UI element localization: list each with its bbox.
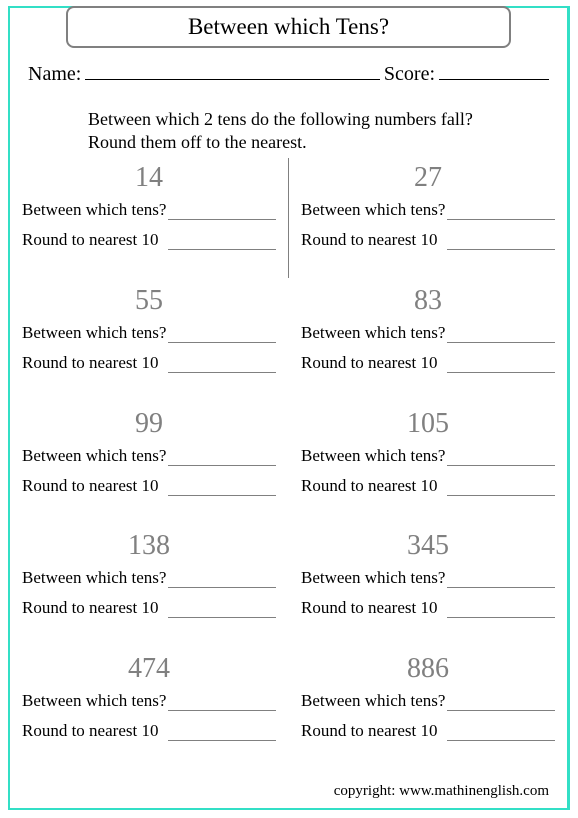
between-label: Between which tens? bbox=[22, 568, 166, 588]
between-label: Between which tens? bbox=[301, 568, 445, 588]
round-label: Round to nearest 10 bbox=[301, 230, 437, 250]
between-blank[interactable] bbox=[447, 574, 555, 588]
round-blank[interactable] bbox=[168, 236, 276, 250]
between-blank[interactable] bbox=[168, 329, 276, 343]
round-blank[interactable] bbox=[168, 482, 276, 496]
round-row: Round to nearest 10 bbox=[301, 353, 555, 373]
worksheet-title: Between which Tens? bbox=[188, 14, 389, 40]
right-column: 27 Between which tens? Round to nearest … bbox=[289, 158, 555, 772]
between-label: Between which tens? bbox=[301, 323, 445, 343]
round-blank[interactable] bbox=[447, 727, 555, 741]
problem-item: 83 Between which tens? Round to nearest … bbox=[301, 281, 555, 404]
between-blank[interactable] bbox=[447, 452, 555, 466]
problem-number: 27 bbox=[301, 162, 555, 194]
problem-number: 138 bbox=[22, 530, 276, 562]
name-label: Name: bbox=[28, 63, 81, 86]
round-row: Round to nearest 10 bbox=[22, 598, 276, 618]
problem-number: 886 bbox=[301, 653, 555, 685]
between-blank[interactable] bbox=[168, 452, 276, 466]
score-blank[interactable] bbox=[439, 62, 549, 80]
round-blank[interactable] bbox=[447, 482, 555, 496]
between-blank[interactable] bbox=[168, 574, 276, 588]
name-score-row: Name: Score: bbox=[28, 62, 549, 86]
between-blank[interactable] bbox=[447, 697, 555, 711]
between-label: Between which tens? bbox=[301, 200, 445, 220]
instructions-line-1: Between which 2 tens do the following nu… bbox=[88, 108, 537, 131]
round-blank[interactable] bbox=[447, 604, 555, 618]
round-label: Round to nearest 10 bbox=[301, 353, 437, 373]
problem-item: 474 Between which tens? Round to nearest… bbox=[22, 649, 276, 772]
worksheet-frame: Between which Tens? Name: Score: Between… bbox=[8, 6, 570, 810]
round-row: Round to nearest 10 bbox=[301, 476, 555, 496]
title-box: Between which Tens? bbox=[66, 6, 511, 48]
round-blank[interactable] bbox=[447, 359, 555, 373]
round-label: Round to nearest 10 bbox=[22, 476, 158, 496]
between-row: Between which tens? bbox=[22, 691, 276, 711]
round-blank[interactable] bbox=[168, 604, 276, 618]
between-row: Between which tens? bbox=[301, 568, 555, 588]
round-row: Round to nearest 10 bbox=[301, 598, 555, 618]
problems-grid: 14 Between which tens? Round to nearest … bbox=[22, 158, 555, 772]
problem-item: 138 Between which tens? Round to nearest… bbox=[22, 526, 276, 649]
problem-item: 99 Between which tens? Round to nearest … bbox=[22, 404, 276, 527]
round-row: Round to nearest 10 bbox=[22, 721, 276, 741]
round-label: Round to nearest 10 bbox=[22, 721, 158, 741]
round-row: Round to nearest 10 bbox=[22, 476, 276, 496]
round-label: Round to nearest 10 bbox=[301, 598, 437, 618]
between-blank[interactable] bbox=[168, 697, 276, 711]
copyright-text: copyright: www.mathinenglish.com bbox=[334, 783, 549, 800]
left-column: 14 Between which tens? Round to nearest … bbox=[22, 158, 288, 772]
between-blank[interactable] bbox=[168, 206, 276, 220]
round-row: Round to nearest 10 bbox=[301, 721, 555, 741]
between-row: Between which tens? bbox=[301, 691, 555, 711]
problem-item: 27 Between which tens? Round to nearest … bbox=[301, 158, 555, 281]
between-label: Between which tens? bbox=[301, 691, 445, 711]
between-row: Between which tens? bbox=[22, 200, 276, 220]
between-row: Between which tens? bbox=[301, 200, 555, 220]
problem-item: 55 Between which tens? Round to nearest … bbox=[22, 281, 276, 404]
problem-item: 345 Between which tens? Round to nearest… bbox=[301, 526, 555, 649]
between-row: Between which tens? bbox=[22, 323, 276, 343]
between-row: Between which tens? bbox=[301, 446, 555, 466]
problem-item: 105 Between which tens? Round to nearest… bbox=[301, 404, 555, 527]
problem-number: 83 bbox=[301, 285, 555, 317]
between-label: Between which tens? bbox=[22, 446, 166, 466]
round-blank[interactable] bbox=[168, 359, 276, 373]
score-label: Score: bbox=[384, 63, 435, 86]
between-label: Between which tens? bbox=[22, 691, 166, 711]
between-label: Between which tens? bbox=[22, 200, 166, 220]
problem-number: 474 bbox=[22, 653, 276, 685]
round-label: Round to nearest 10 bbox=[301, 721, 437, 741]
between-row: Between which tens? bbox=[22, 446, 276, 466]
problem-number: 345 bbox=[301, 530, 555, 562]
round-row: Round to nearest 10 bbox=[22, 353, 276, 373]
round-label: Round to nearest 10 bbox=[22, 353, 158, 373]
between-blank[interactable] bbox=[447, 206, 555, 220]
problem-item: 886 Between which tens? Round to nearest… bbox=[301, 649, 555, 772]
problem-number: 99 bbox=[22, 408, 276, 440]
problem-number: 105 bbox=[301, 408, 555, 440]
round-row: Round to nearest 10 bbox=[22, 230, 276, 250]
between-blank[interactable] bbox=[447, 329, 555, 343]
between-row: Between which tens? bbox=[301, 323, 555, 343]
problem-item: 14 Between which tens? Round to nearest … bbox=[22, 158, 276, 281]
round-blank[interactable] bbox=[447, 236, 555, 250]
between-row: Between which tens? bbox=[22, 568, 276, 588]
instructions: Between which 2 tens do the following nu… bbox=[88, 108, 537, 153]
between-label: Between which tens? bbox=[301, 446, 445, 466]
round-label: Round to nearest 10 bbox=[22, 230, 158, 250]
round-blank[interactable] bbox=[168, 727, 276, 741]
problem-number: 14 bbox=[22, 162, 276, 194]
problem-number: 55 bbox=[22, 285, 276, 317]
round-label: Round to nearest 10 bbox=[22, 598, 158, 618]
round-row: Round to nearest 10 bbox=[301, 230, 555, 250]
between-label: Between which tens? bbox=[22, 323, 166, 343]
round-label: Round to nearest 10 bbox=[301, 476, 437, 496]
instructions-line-2: Round them off to the nearest. bbox=[88, 131, 537, 154]
name-blank[interactable] bbox=[85, 62, 380, 80]
